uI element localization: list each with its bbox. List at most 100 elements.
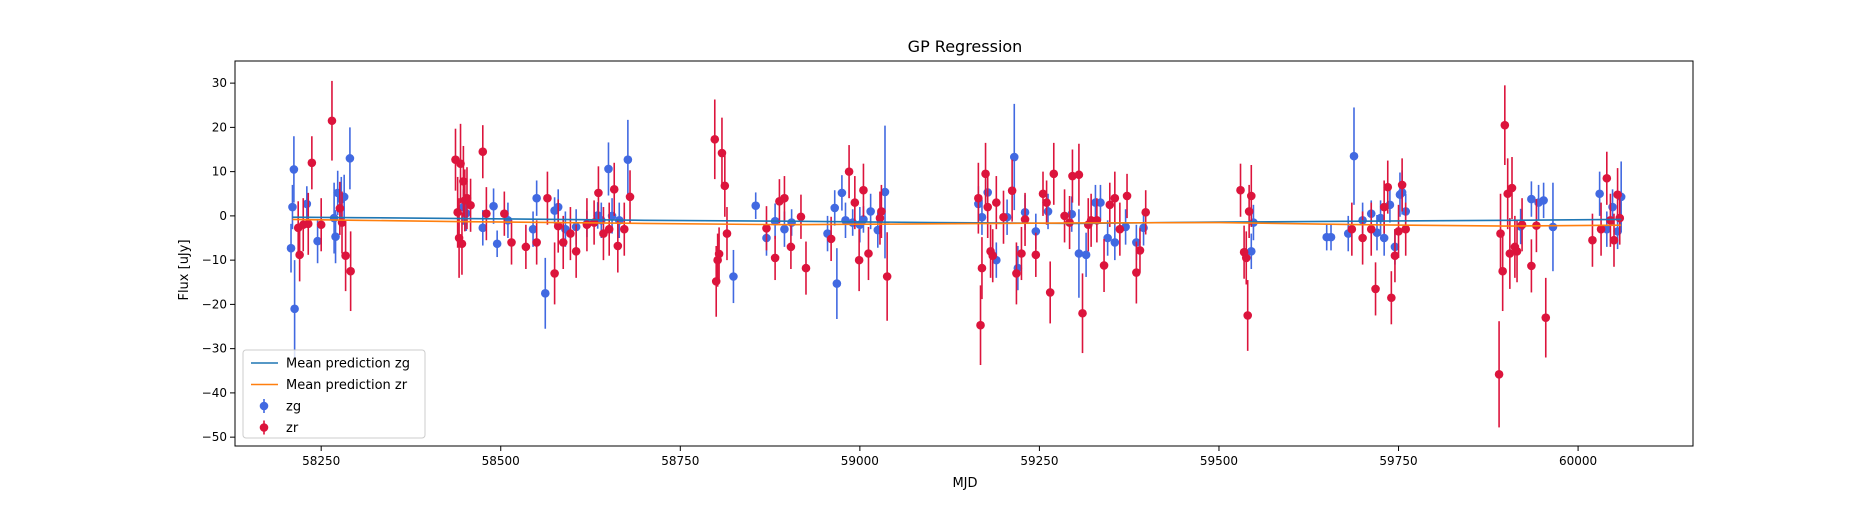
mean-prediction-line xyxy=(292,216,1622,225)
data-point xyxy=(1099,261,1109,270)
mean-prediction-line xyxy=(292,218,1622,227)
data-point xyxy=(1105,200,1115,210)
data-point xyxy=(625,192,635,202)
data-point xyxy=(837,188,847,198)
data-point xyxy=(826,234,836,244)
data-point xyxy=(1397,180,1407,190)
data-point xyxy=(1020,215,1030,224)
data-point xyxy=(1349,151,1359,161)
data-point xyxy=(1122,191,1132,201)
data-point xyxy=(604,224,614,234)
y-tick-label: 30 xyxy=(212,76,227,90)
data-point xyxy=(1379,233,1389,243)
data-point xyxy=(859,185,868,195)
series-zg xyxy=(286,103,1626,358)
data-point xyxy=(1096,198,1105,207)
y-tick-label: −20 xyxy=(202,297,227,311)
data-point xyxy=(977,212,987,222)
data-point xyxy=(1500,120,1510,130)
data-point xyxy=(1379,202,1389,212)
series-zr xyxy=(293,80,1625,428)
data-point xyxy=(459,177,468,186)
data-point xyxy=(1401,224,1411,234)
data-point xyxy=(335,204,345,213)
data-point xyxy=(1494,370,1504,379)
data-point xyxy=(489,201,498,211)
data-point xyxy=(882,272,892,281)
data-point xyxy=(1595,189,1604,199)
data-point xyxy=(751,201,761,211)
data-point xyxy=(770,253,780,263)
data-point xyxy=(553,221,563,231)
data-point xyxy=(717,148,727,158)
legend-marker-swatch xyxy=(259,401,269,411)
data-point xyxy=(1496,229,1505,238)
data-point xyxy=(1548,222,1558,232)
legend-item: zg xyxy=(259,399,301,415)
data-point xyxy=(1527,194,1536,204)
data-point xyxy=(796,212,806,222)
data-point xyxy=(619,224,629,234)
data-point xyxy=(482,209,491,218)
x-tick-label: 58250 xyxy=(302,454,340,468)
data-point xyxy=(1613,190,1622,199)
y-tick-label: 0 xyxy=(219,209,227,223)
data-point xyxy=(462,193,472,203)
data-point xyxy=(466,200,475,210)
data-point xyxy=(1067,209,1077,219)
data-point xyxy=(507,238,516,247)
data-point xyxy=(339,192,349,202)
legend-item: Mean prediction zr xyxy=(251,378,408,393)
data-point xyxy=(1588,235,1597,245)
data-point xyxy=(729,272,738,281)
data-point xyxy=(880,187,890,197)
y-tick-label: −30 xyxy=(202,342,227,356)
legend-box xyxy=(242,349,426,439)
data-point xyxy=(1383,182,1393,192)
data-point xyxy=(1371,284,1380,294)
y-tick-label: −50 xyxy=(202,430,227,444)
legend-item: Mean prediction zg xyxy=(251,357,410,372)
data-point xyxy=(456,159,465,168)
data-point xyxy=(346,266,355,276)
data-point xyxy=(327,116,337,126)
data-point xyxy=(786,242,796,252)
legend-label: zr xyxy=(286,421,299,436)
data-point xyxy=(877,207,886,216)
data-point xyxy=(1539,196,1548,205)
data-point xyxy=(1060,211,1069,221)
data-point xyxy=(977,263,987,273)
legend-label: Mean prediction zg xyxy=(286,357,410,372)
data-point xyxy=(316,220,326,230)
legend-marker-swatch xyxy=(259,423,269,432)
data-point xyxy=(850,198,860,207)
data-point xyxy=(1241,253,1251,263)
data-point xyxy=(1031,227,1041,236)
data-point xyxy=(720,181,730,191)
data-point xyxy=(992,198,1001,207)
data-point xyxy=(981,169,990,179)
data-point xyxy=(1505,249,1515,258)
y-tick-label: 20 xyxy=(212,120,227,134)
data-point xyxy=(1387,293,1396,303)
x-axis-label: MJD xyxy=(952,476,977,491)
data-point xyxy=(550,269,559,278)
data-point xyxy=(345,154,355,163)
data-point xyxy=(478,147,488,157)
data-point xyxy=(976,320,985,330)
data-point xyxy=(1246,191,1256,201)
data-point xyxy=(1517,220,1527,230)
data-point xyxy=(1602,173,1612,183)
data-point xyxy=(1246,246,1256,256)
data-point xyxy=(801,263,811,273)
data-point xyxy=(609,185,619,194)
data-point xyxy=(288,202,297,212)
data-point xyxy=(1078,308,1087,318)
data-point xyxy=(289,165,299,174)
data-point xyxy=(1527,261,1536,271)
axes-frame xyxy=(234,60,1694,447)
data-point xyxy=(1135,246,1145,255)
data-point xyxy=(500,209,509,218)
